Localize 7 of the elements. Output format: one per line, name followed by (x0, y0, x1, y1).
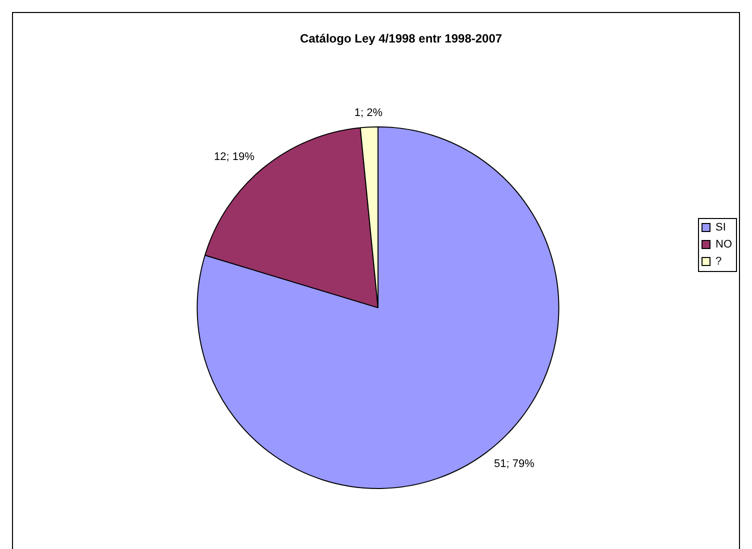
legend-label: NO (716, 238, 732, 251)
legend-label: SI (716, 222, 726, 234)
data-label: 51; 79% (494, 458, 535, 470)
data-label: 1; 2% (354, 107, 383, 120)
legend-label: ? (716, 256, 722, 268)
chart-title: Catálogo Ley 4/1998 entr 1998-2007 (300, 32, 502, 46)
data-label: 12; 19% (214, 151, 255, 164)
